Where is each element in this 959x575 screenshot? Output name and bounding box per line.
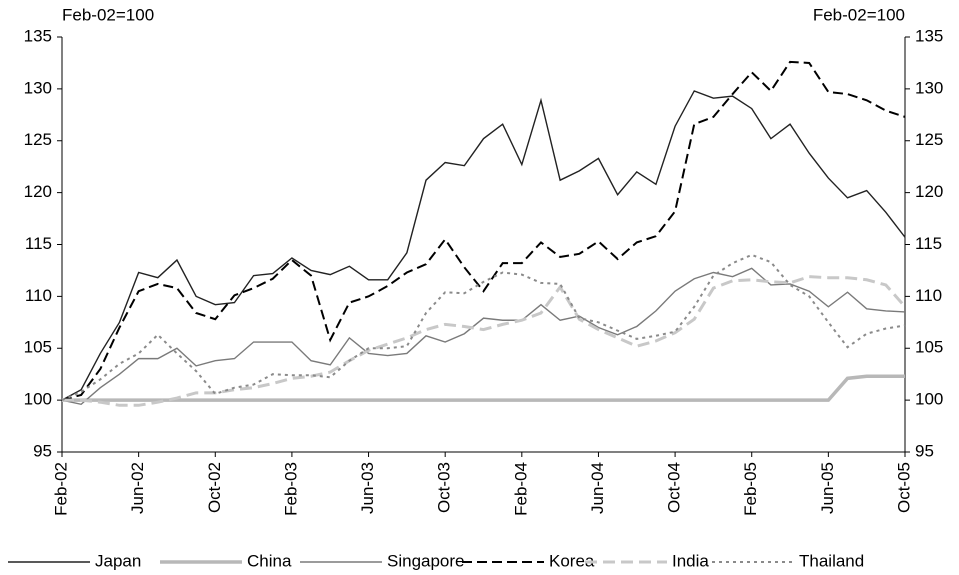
y-tick-label: 95 [33, 441, 52, 460]
x-tick-label: Jun-05 [818, 462, 837, 514]
x-tick-label: Feb-03 [281, 462, 300, 516]
x-tick-label: Jun-02 [128, 462, 147, 514]
x-tick-label: Jun-04 [588, 462, 607, 514]
series-line [62, 374, 905, 402]
series-line [61, 253, 906, 402]
y-tick-label: 110 [25, 286, 52, 305]
x-tick-label: Oct-03 [435, 462, 454, 513]
y-tick-label: 135 [24, 26, 52, 45]
legend-label: Korea [549, 551, 595, 570]
legend-label: India [672, 551, 709, 570]
y2-tick-label: 110 [915, 286, 942, 305]
y2-tick-label: 120 [915, 182, 943, 201]
y2-tick-label: 130 [915, 78, 943, 97]
y-tick-label: 130 [24, 78, 52, 97]
x-tick-label: Oct-04 [665, 462, 684, 513]
y-tick-label: 100 [24, 390, 52, 409]
y-axis-label: Feb-02=100 [62, 5, 154, 24]
legend-label: Thailand [799, 551, 864, 570]
series-line [62, 275, 907, 407]
legend-label: Japan [95, 551, 141, 570]
series-line [61, 60, 906, 402]
x-tick-label: Feb-05 [741, 462, 760, 516]
y-tick-label: 105 [24, 338, 52, 357]
y-tick-label: 115 [25, 234, 52, 253]
y2-tick-label: 115 [915, 234, 942, 253]
x-tick-label: Oct-05 [894, 462, 913, 513]
legend-label: Singapore [387, 551, 465, 570]
x-tick-label: Feb-04 [511, 462, 530, 516]
y-tick-label: 120 [24, 182, 52, 201]
x-tick-label: Feb-02 [51, 462, 70, 516]
y2-tick-label: 100 [915, 390, 943, 409]
y2-axis-label: Feb-02=100 [813, 5, 905, 24]
series-line [61, 267, 906, 406]
x-tick-label: Oct-02 [205, 462, 224, 513]
x-tick-label: Jun-03 [358, 462, 377, 514]
y2-tick-label: 105 [915, 338, 943, 357]
legend-label: China [247, 551, 292, 570]
series-line [61, 90, 906, 401]
y-tick-label: 125 [24, 130, 52, 149]
y2-tick-label: 95 [915, 441, 934, 460]
y2-tick-label: 135 [915, 26, 943, 45]
y2-tick-label: 125 [915, 130, 943, 149]
